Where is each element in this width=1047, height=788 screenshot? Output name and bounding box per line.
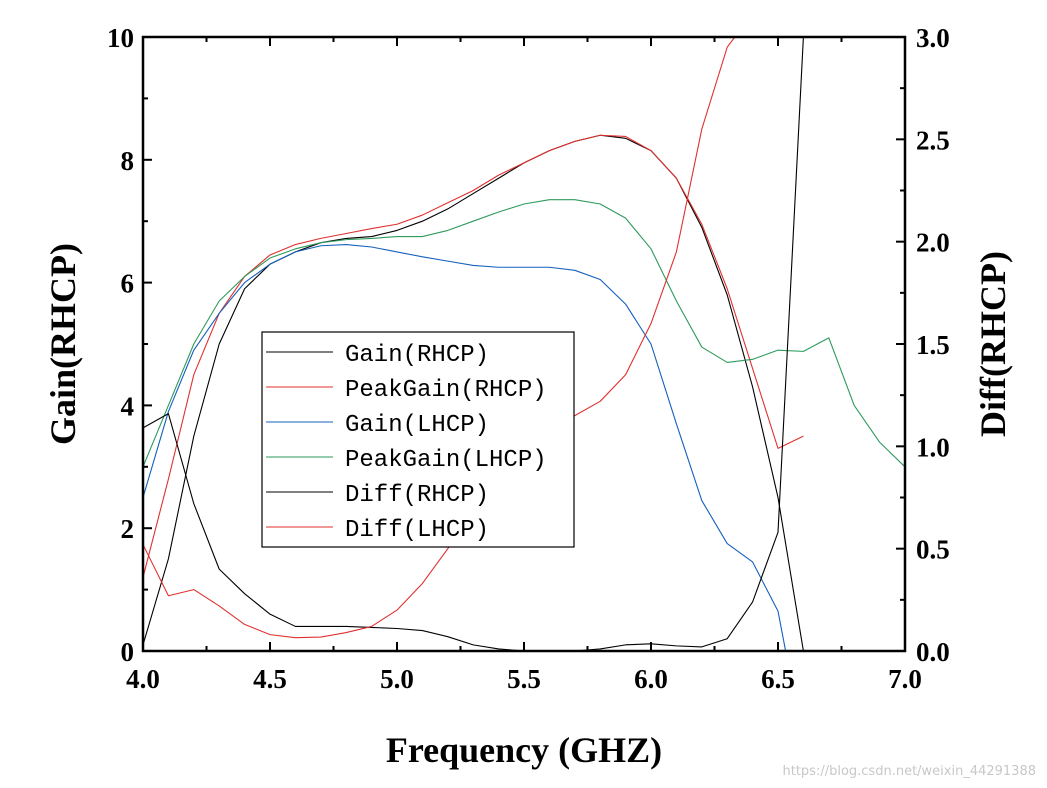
series-line-gain-rhcp [143,134,804,651]
y-left-tick-label: 0 [121,637,135,667]
legend-label: PeakGain(RHCP) [345,377,547,404]
y-left-tick-label: 8 [121,146,135,176]
y-right-tick-label: 0.0 [916,637,950,667]
series-line-peakgain-rhcp [143,134,804,578]
y-right-tick-label: 1.5 [916,330,950,360]
y-right-tick-label: 2.0 [916,228,950,258]
legend-items: Gain(RHCP) PeakGain(RHCP) Gain(LHCP) PeakGa… [266,342,547,544]
y-right-tick-label: 2.5 [916,125,950,155]
legend-label: Gain(RHCP) [345,342,489,369]
x-tick-label: 7.0 [888,664,922,694]
y-right-tick-label: 3.0 [916,23,950,53]
legend-box [261,331,575,548]
x-tick-label: 5.5 [507,664,541,694]
y-right-tick-label: 1.0 [916,432,950,462]
x-tick-label: 4.0 [126,664,160,694]
series-line-diff-rhcp [143,37,804,651]
plot-lines [143,37,905,651]
watermark: https://blog.csdn.net/weixin_44291388 [782,764,1036,779]
x-tick-labels: 4.0 4.5 5.0 5.5 6.0 6.5 7.0 [126,664,922,694]
y-left-tick-label: 10 [107,23,134,53]
legend-label: PeakGain(LHCP) [345,447,547,474]
y-left-tick-label: 6 [121,269,135,299]
y-right-tick-labels: 0.0 0.5 1.0 1.5 2.0 2.5 3.0 [916,23,950,667]
x-tick-label: 4.5 [253,664,287,694]
y-left-tick-label: 2 [121,514,135,544]
x-tick-label: 6.0 [634,664,668,694]
y-left-tick-label: 4 [121,391,135,421]
legend-label: Diff(LHCP) [345,517,489,544]
series-line-gain-lhcp [143,243,787,651]
y-right-axis-title: Diff(RHCP) [973,251,1013,437]
x-axis-title: Frequency (GHZ) [386,730,662,770]
series-line-diff-lhcp [143,37,736,639]
y-left-tick-labels: 0 2 4 6 8 10 [107,23,134,667]
series-line-peakgain-lhcp [143,199,905,468]
legend: Gain(RHCP) PeakGain(RHCP) Gain(LHCP) PeakGa… [261,331,575,548]
x-tick-label: 6.5 [761,664,795,694]
legend-label: Gain(LHCP) [345,412,489,439]
y-right-tick-label: 0.5 [916,535,950,565]
ticks [142,36,906,652]
legend-label: Diff(RHCP) [345,482,489,509]
y-left-axis-title: Gain(RHCP) [43,243,83,445]
x-tick-label: 5.0 [380,664,414,694]
